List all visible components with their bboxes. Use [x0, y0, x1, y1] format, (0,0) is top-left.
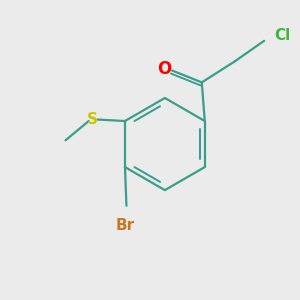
Text: O: O: [158, 60, 172, 78]
Text: S: S: [87, 112, 98, 127]
Text: Br: Br: [116, 218, 134, 232]
Text: Cl: Cl: [274, 28, 291, 43]
